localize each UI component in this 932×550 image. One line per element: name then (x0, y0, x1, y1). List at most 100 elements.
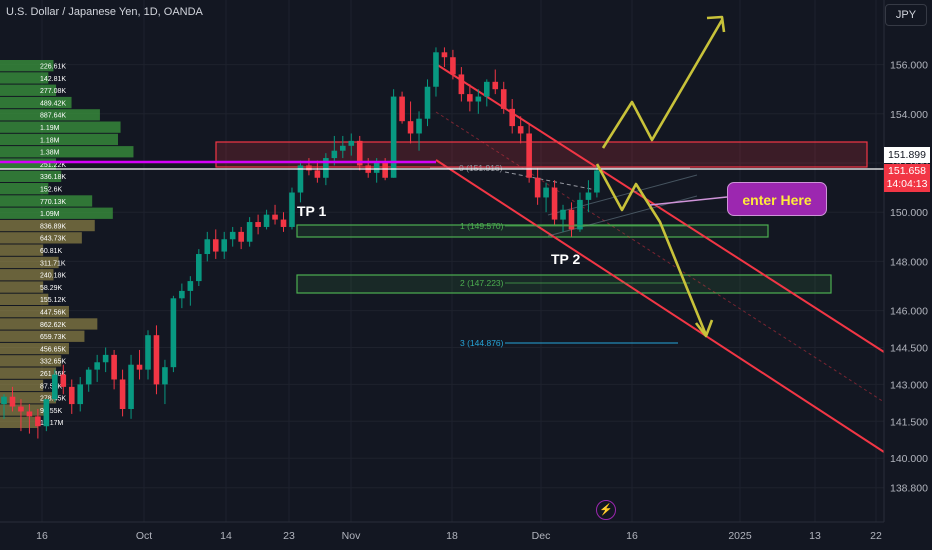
volume-profile-label: 60.81K (40, 248, 63, 255)
volume-profile-label: 58.29K (40, 285, 63, 292)
volume-profile-bar (0, 207, 113, 219)
bearish-projection (595, 163, 708, 336)
volume-profile-label: 1.18M (40, 137, 60, 144)
small-channel-upper (547, 174, 698, 216)
bearish-arrowhead (694, 319, 714, 338)
fib-label-3: 3 (144.876) (460, 338, 504, 348)
bullish-arrowhead (706, 15, 726, 33)
candle-body (373, 163, 380, 173)
candle-body (272, 214, 278, 220)
candle-body (128, 364, 134, 409)
candle-body (585, 192, 592, 200)
fib-label-2: 2 (147.223) (460, 278, 504, 288)
time-tick-label: 18 (446, 530, 458, 542)
candle-body (145, 335, 151, 370)
candle-body (43, 399, 50, 427)
price-tick-label: 143.000 (890, 379, 928, 391)
volume-profile-bar (0, 355, 62, 367)
candle-body (509, 108, 515, 127)
candle-body (467, 94, 473, 102)
candle-body (306, 165, 312, 171)
candle-body (568, 209, 575, 230)
candle-body (416, 118, 422, 134)
price-tick-label: 154.000 (890, 109, 928, 121)
volume-profile-label: 1.38M (40, 150, 60, 157)
candle-body (314, 170, 321, 178)
descending-channel (435, 63, 885, 453)
candle-body (263, 214, 270, 227)
time-tick-label: Dec (532, 530, 551, 542)
candle-body (424, 86, 431, 119)
volume-profile-label: 489.42K (40, 100, 66, 107)
projection-arrows (595, 15, 728, 338)
candle-body (162, 367, 168, 385)
candle-body (517, 126, 524, 134)
currency-button[interactable]: JPY (885, 4, 927, 26)
volume-profile-bar (0, 109, 100, 121)
candle-body (238, 231, 244, 242)
volume-profile-label: 336.18K (40, 174, 66, 181)
time-tick-label: 23 (283, 530, 295, 542)
candle-body (35, 416, 41, 427)
volume-profile-bar (0, 256, 59, 269)
fib-levels: 0 (151.916) 1 (149.570) 2 (147.223) 3 (1… (430, 163, 690, 348)
price-lines (0, 160, 884, 170)
enter-pointer (649, 196, 728, 206)
candle-body (60, 374, 67, 387)
candle-body (323, 158, 329, 178)
candle-body (534, 177, 541, 198)
volume-profile-bar (0, 146, 134, 158)
volume-profile-bar (0, 281, 44, 293)
time-tick-label: 22 (870, 530, 882, 542)
volume-profile-bar (0, 342, 69, 355)
lightning-icon[interactable]: ⚡ (596, 500, 616, 520)
candle-body (153, 335, 160, 385)
volume-profile-bar (0, 195, 93, 207)
volume-profile-bar (0, 367, 57, 379)
candle-body (483, 81, 490, 97)
volume-profile-label: 659.73K (40, 334, 66, 341)
candle-body (9, 396, 16, 407)
volume-profile-label: 1.19M (40, 125, 60, 132)
price-tick-label: 140.000 (890, 453, 928, 465)
candle-body (170, 298, 177, 368)
candle-body (246, 222, 253, 242)
volume-profile-label: 152.6K (40, 187, 63, 194)
volume-profile-bar (0, 330, 85, 342)
dashed-trend-line (504, 171, 597, 191)
volume-profile-bar (0, 293, 49, 305)
volume-profile-bar (0, 72, 49, 84)
candle-body (221, 239, 228, 252)
candle-body (179, 290, 185, 299)
volume-profile-bar (0, 244, 44, 256)
price-tick-label: 141.500 (890, 416, 928, 428)
tp2-label: TP 2 (551, 251, 581, 267)
candle-body (289, 192, 295, 227)
time-tick-label: 16 (36, 530, 48, 542)
candle-body (543, 187, 549, 198)
volume-profile-bar (0, 84, 57, 96)
candle-body (348, 140, 355, 146)
candle-body (204, 239, 211, 255)
volume-profile-label: 887.64K (40, 113, 66, 120)
volume-profile-label: 447.56K (40, 310, 66, 317)
candle-body (52, 374, 58, 400)
volume-profile-label: 862.62K (40, 322, 66, 329)
candle-body (551, 187, 558, 220)
volume-profile-label: 261.46K (40, 371, 66, 378)
tp2-zone (296, 274, 832, 294)
channel-mid-line (435, 111, 885, 403)
price-tick-label: 156.000 (890, 60, 928, 72)
last-price-value: 151.658 (888, 165, 926, 177)
fib-label-1: 1 (149.570) (460, 221, 504, 231)
time-tick-label: 2025 (728, 530, 752, 542)
candle-body (187, 281, 194, 291)
price-tick-label: 148.000 (890, 256, 928, 268)
time-tick-label: 13 (809, 530, 821, 542)
candle-body (433, 52, 439, 87)
candle-body (68, 386, 75, 405)
volume-profile-bar (0, 318, 98, 330)
symbol-title: U.S. Dollar / Japanese Yen, 1D, OANDA (6, 6, 203, 18)
